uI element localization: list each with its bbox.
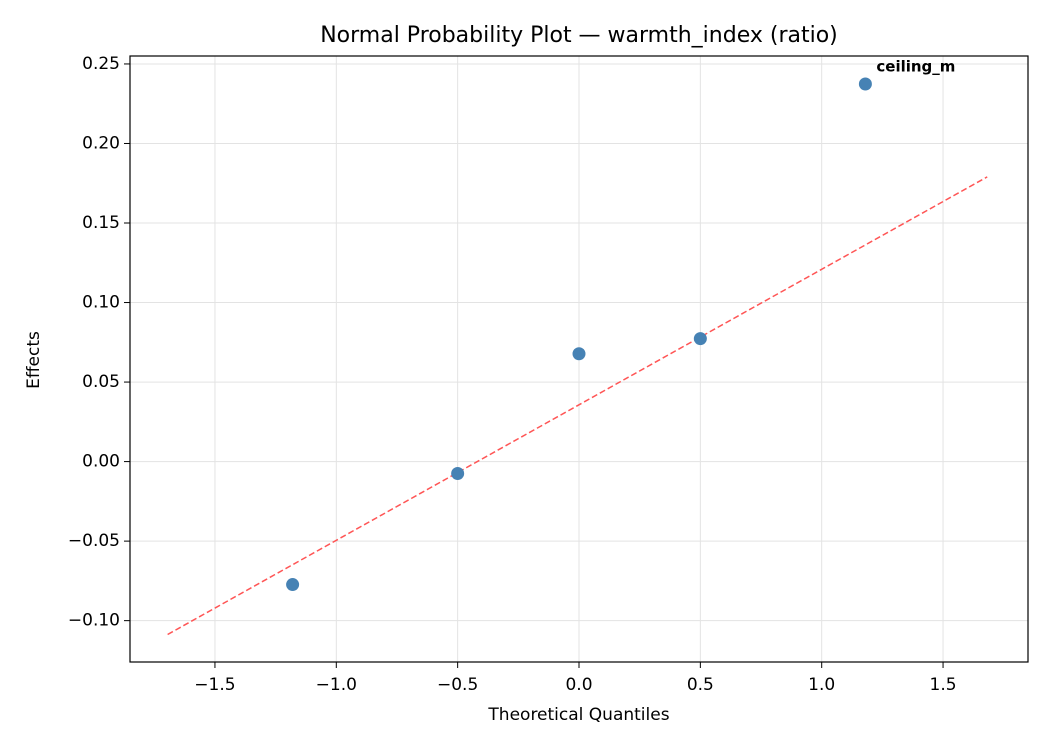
y-axis-label: Effects xyxy=(24,331,44,389)
data-point xyxy=(286,578,300,592)
y-tick-label: −0.05 xyxy=(68,531,120,551)
x-tick-label: −0.5 xyxy=(437,675,478,695)
y-tick-label: 0.05 xyxy=(82,372,120,392)
data-point xyxy=(451,467,465,481)
y-tick-label: 0.15 xyxy=(82,213,120,233)
y-tick-label: 0.10 xyxy=(82,293,120,313)
chart-title: Normal Probability Plot — warmth_index (… xyxy=(320,23,838,48)
y-tick-label: −0.10 xyxy=(68,611,120,631)
x-axis-label: Theoretical Quantiles xyxy=(487,705,669,725)
y-tick-label: 0.00 xyxy=(82,452,120,472)
point-label: ceiling_m xyxy=(876,57,955,75)
y-tick-label: 0.25 xyxy=(82,54,120,74)
x-tick-label: −1.0 xyxy=(316,675,357,695)
data-point xyxy=(858,77,872,91)
y-tick-label: 0.20 xyxy=(82,133,120,153)
plot-frame xyxy=(129,55,1029,663)
x-tick-label: 0.5 xyxy=(687,675,714,695)
data-point xyxy=(693,332,707,346)
x-tick-label: −1.5 xyxy=(194,675,235,695)
reference-line xyxy=(167,176,988,636)
x-tick-label: 0.0 xyxy=(565,675,592,695)
data-point xyxy=(572,347,586,361)
x-tick-label: 1.5 xyxy=(930,675,957,695)
x-tick-label: 1.0 xyxy=(808,675,835,695)
